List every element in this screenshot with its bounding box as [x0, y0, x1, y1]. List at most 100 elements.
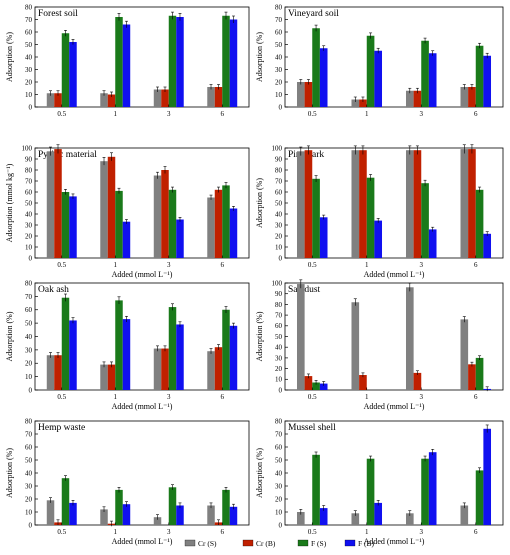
- bar-cr_b-0.5: [304, 82, 313, 107]
- bar-f_s-6: [222, 15, 230, 107]
- bar-f_s-3: [421, 183, 429, 258]
- bar-f_b-0.5: [69, 502, 77, 525]
- x-tick-label: 6: [221, 528, 225, 536]
- y-tick-label: 40: [25, 469, 33, 477]
- bar-cr_s-6: [460, 319, 469, 390]
- x-axis-label: Added (mmol L⁻¹): [112, 537, 173, 546]
- bar-cr_b-3: [413, 90, 422, 107]
- x-tick-label: 0.5: [57, 261, 66, 269]
- bar-f_s-0.5: [61, 192, 70, 258]
- legend-label-cr_s: Cr (S): [198, 539, 217, 548]
- bar-cr_b-0.5: [54, 149, 62, 258]
- y-tick-label: 60: [25, 443, 33, 451]
- y-tick-label: 40: [275, 344, 283, 352]
- y-tick-label: 10: [25, 243, 33, 251]
- bar-f_s-1: [115, 190, 123, 258]
- bar-cr_s-0.5: [46, 93, 55, 107]
- legend: Cr (S) Cr (B) F (S) F (B): [184, 539, 375, 548]
- y-tick-label: 60: [25, 306, 33, 314]
- bar-cr_s-0.5: [296, 284, 305, 390]
- bar-cr_b-1: [359, 375, 367, 390]
- bar-f_s-3: [168, 487, 177, 525]
- bar-f_s-0.5: [61, 33, 70, 107]
- y-tick-label: 70: [275, 177, 283, 185]
- bar-f_s-1: [115, 17, 123, 107]
- bar-cr_s-6: [460, 505, 469, 525]
- bar-f_s-0.5: [312, 382, 320, 390]
- bar-f_s-6: [475, 45, 484, 107]
- y-tick-label: 100: [272, 279, 283, 287]
- y-tick-label: 80: [25, 279, 33, 287]
- x-tick-label: 6: [221, 261, 225, 269]
- bar-f_s-6: [222, 489, 230, 525]
- bar-cr_s-1: [351, 513, 360, 525]
- y-tick-label: 50: [25, 41, 33, 49]
- x-tick-label: 1: [114, 110, 118, 118]
- panel-1: 0 10 20 30 40 50 60 70 80 Adsorption (%) Vineyard …: [255, 3, 504, 118]
- bar-f_b-1: [122, 319, 131, 390]
- bar-cr_s-6: [460, 87, 469, 107]
- bar-f_b-3: [176, 219, 184, 258]
- y-tick-label: 10: [275, 243, 283, 251]
- y-tick-label: 50: [25, 320, 33, 328]
- y-tick-label: 40: [275, 210, 283, 218]
- y-tick-label: 20: [275, 495, 283, 503]
- bar-f_b-6: [229, 506, 238, 525]
- y-axis-label: Adsorption (%): [255, 311, 264, 361]
- bar-f_b-6: [483, 428, 492, 525]
- x-tick-label: 3: [167, 261, 171, 269]
- legend-swatch-f_b: [344, 539, 356, 547]
- bar-cr_s-0.5: [46, 500, 55, 525]
- y-tick-label: 30: [275, 354, 283, 362]
- bar-cr_s-3: [153, 89, 162, 107]
- bar-cr_s-1: [100, 364, 108, 390]
- panel-title: Hemp waste: [38, 423, 85, 433]
- panel-4: 0 10 20 30 40 50 60 70 80 Adsorption (%) Oak ash 0.…: [5, 279, 250, 411]
- bar-cr_s-0.5: [46, 151, 55, 258]
- y-tick-label: 0: [279, 386, 283, 394]
- y-tick-label: 10: [25, 91, 33, 99]
- y-tick-label: 70: [275, 430, 283, 438]
- y-tick-label: 30: [25, 66, 33, 74]
- bar-f_s-1: [366, 35, 375, 107]
- panel-7: 0 10 20 30 40 50 60 70 80 Adsorption (%) Mussel sh…: [255, 417, 504, 546]
- bar-cr_s-6: [460, 149, 469, 258]
- panel-6: 0 10 20 30 40 50 60 70 80 Adsorption (%) Hemp wast…: [5, 417, 250, 546]
- bar-f_s-1: [115, 489, 123, 525]
- x-tick-label: 6: [474, 393, 478, 401]
- y-tick-label: 60: [275, 443, 283, 451]
- bar-cr_s-3: [153, 348, 162, 390]
- bar-f_s-6: [475, 357, 484, 390]
- x-tick-label: 6: [474, 110, 478, 118]
- bar-cr_s-1: [100, 509, 108, 525]
- y-tick-label: 10: [25, 508, 33, 516]
- bar-f_b-6: [229, 325, 238, 390]
- bar-f_b-1: [374, 502, 383, 525]
- bar-cr_s-1: [351, 99, 360, 107]
- bar-cr_s-6: [207, 87, 215, 107]
- bar-f_b-0.5: [69, 320, 77, 390]
- bar-cr_b-1: [359, 99, 367, 107]
- x-tick-label: 1: [114, 528, 118, 536]
- bar-f_b-1: [122, 221, 131, 258]
- y-tick-label: 80: [275, 166, 283, 174]
- bar-f_s-1: [115, 300, 123, 390]
- y-tick-label: 0: [29, 521, 33, 529]
- x-tick-label: 0.5: [57, 110, 66, 118]
- bar-cr_b-3: [413, 372, 422, 390]
- legend-swatch-cr_b: [242, 539, 254, 547]
- bar-f_b-6: [483, 233, 492, 258]
- x-tick-label: 6: [474, 261, 478, 269]
- bar-f_b-0.5: [319, 48, 328, 107]
- y-tick-label: 0: [279, 254, 283, 262]
- bar-f_s-0.5: [312, 454, 320, 525]
- y-tick-label: 40: [275, 53, 283, 61]
- bar-cr_s-0.5: [296, 82, 305, 107]
- bar-cr_b-6: [468, 87, 476, 107]
- y-tick-label: 30: [275, 221, 283, 229]
- bar-f_b-1: [374, 220, 383, 258]
- y-tick-label: 60: [275, 322, 283, 330]
- y-axis-label: Adsorption (%): [255, 32, 264, 82]
